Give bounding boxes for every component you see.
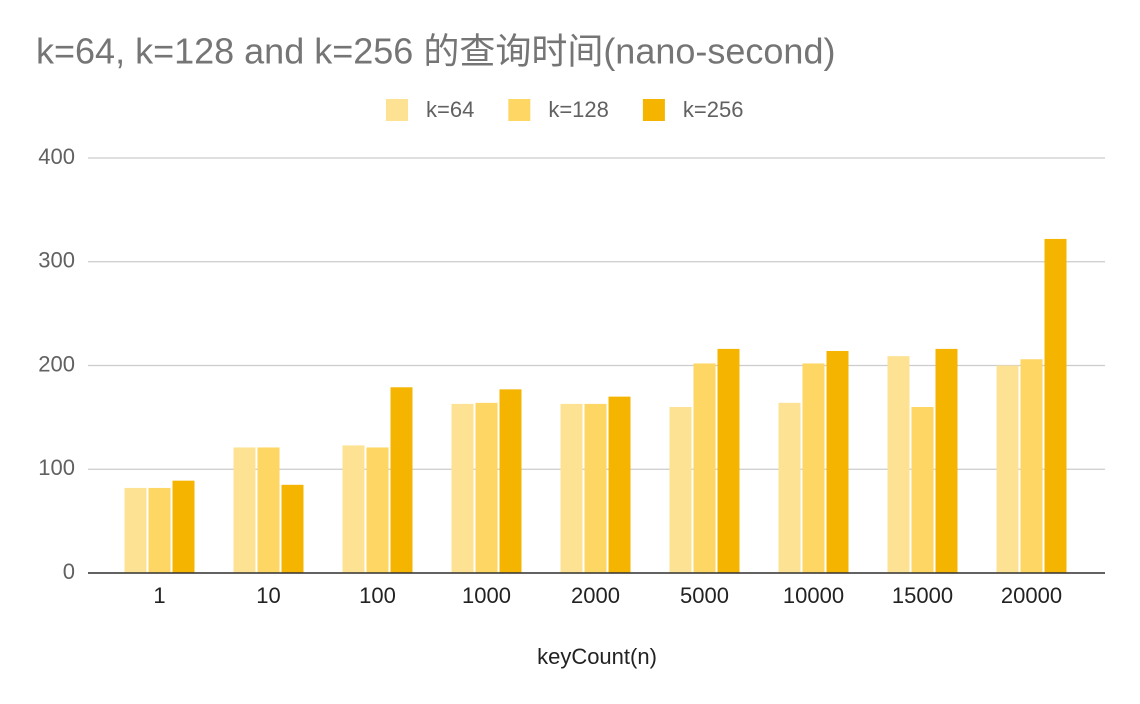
bar bbox=[172, 480, 195, 573]
y-tick-label: 100 bbox=[38, 455, 75, 480]
bar bbox=[281, 484, 304, 573]
bar bbox=[1044, 238, 1067, 574]
bar bbox=[366, 447, 389, 573]
bar bbox=[608, 396, 631, 573]
bar bbox=[826, 350, 849, 573]
bar bbox=[257, 447, 280, 573]
legend-swatch bbox=[386, 99, 408, 121]
x-tick-label: 20000 bbox=[1001, 583, 1062, 608]
bar bbox=[996, 365, 1019, 573]
x-tick-label: 5000 bbox=[680, 583, 729, 608]
bar bbox=[342, 445, 365, 573]
x-tick-label: 2000 bbox=[571, 583, 620, 608]
x-tick-label: 100 bbox=[359, 583, 396, 608]
bar bbox=[499, 389, 522, 573]
y-tick-label: 0 bbox=[63, 559, 75, 584]
legend-swatch bbox=[508, 99, 531, 121]
bar bbox=[451, 403, 474, 573]
legend-swatch bbox=[642, 99, 665, 121]
x-tick-label: 1 bbox=[153, 583, 165, 608]
bar bbox=[390, 387, 413, 573]
legend-label: k=128 bbox=[548, 97, 609, 122]
y-tick-label: 300 bbox=[38, 248, 75, 273]
chart-title: k=64, k=128 and k=256 的查询时间(nano-second) bbox=[36, 31, 835, 72]
y-tick-label: 200 bbox=[38, 351, 75, 376]
bar bbox=[1020, 359, 1043, 573]
y-tick-label: 400 bbox=[38, 144, 75, 169]
legend-label: k=256 bbox=[683, 97, 744, 122]
x-tick-label: 15000 bbox=[892, 583, 953, 608]
bar bbox=[693, 363, 716, 573]
bar bbox=[560, 403, 583, 573]
bar bbox=[124, 487, 147, 573]
legend-label: k=64 bbox=[426, 97, 474, 122]
bar bbox=[148, 487, 171, 573]
bar bbox=[911, 407, 934, 573]
bar bbox=[802, 363, 825, 573]
bar bbox=[717, 348, 740, 573]
bar bbox=[887, 356, 910, 573]
bar bbox=[584, 403, 607, 573]
x-tick-label: 10 bbox=[256, 583, 280, 608]
x-axis-title: keyCount(n) bbox=[537, 644, 657, 669]
x-tick-label: 1000 bbox=[462, 583, 511, 608]
bar bbox=[475, 402, 498, 573]
bar bbox=[233, 447, 256, 573]
bar bbox=[669, 407, 692, 573]
bar bbox=[935, 348, 958, 573]
bar bbox=[778, 402, 801, 573]
x-tick-label: 10000 bbox=[783, 583, 844, 608]
